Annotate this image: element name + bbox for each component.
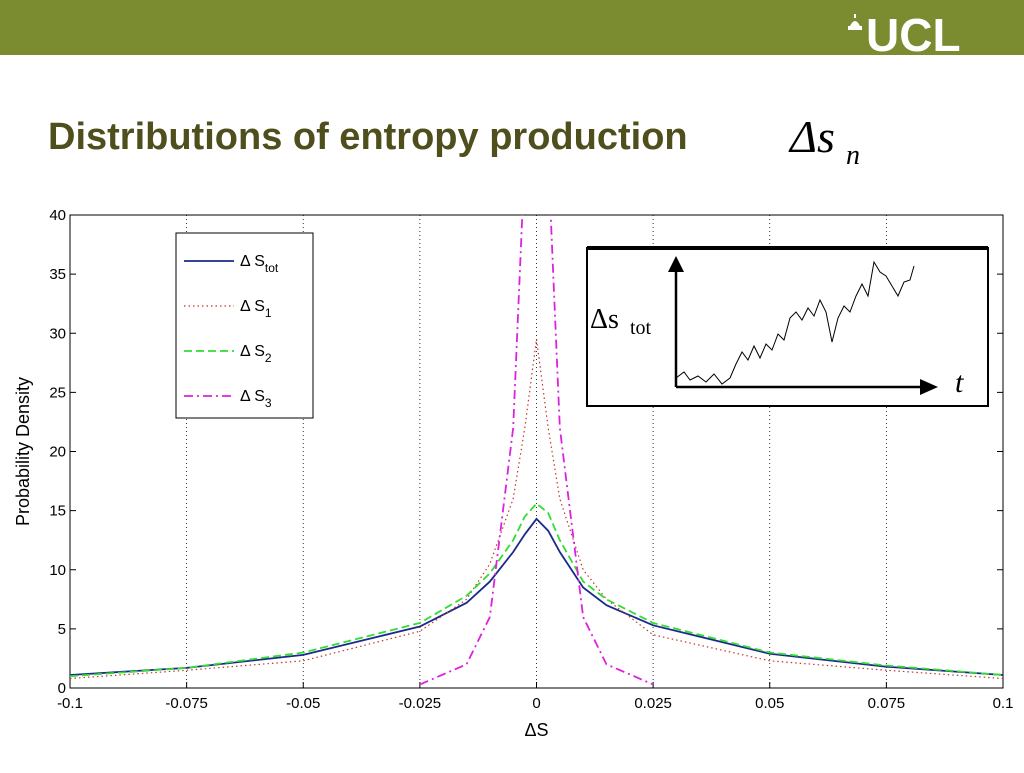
x-tick-label: 0.025	[634, 695, 672, 712]
y-tick-label: 15	[49, 503, 66, 520]
inset-y-label: Δs	[590, 304, 619, 335]
x-tick-label: -0.075	[165, 695, 208, 712]
logo-dome	[848, 14, 862, 30]
x-tick-label: -0.05	[286, 695, 320, 712]
legend-name: Δ S	[240, 298, 265, 315]
y-axis-label: Probability Density	[13, 377, 33, 526]
inset-arrow	[668, 256, 684, 272]
y-tick-label: 10	[49, 562, 66, 579]
logo: UCL	[866, 9, 961, 61]
x-tick-label: 0	[532, 695, 540, 712]
legend-box	[175, 232, 314, 419]
title-subscript: n	[846, 140, 860, 171]
inset-y-subscript: tot	[630, 317, 652, 339]
legend-label: Δ S3	[240, 388, 272, 410]
x-axis-label: ΔS	[524, 720, 548, 740]
inset: Δs tot t	[586, 246, 989, 407]
y-tick-label: 20	[49, 444, 66, 461]
legend-subscript: 3	[265, 396, 272, 410]
y-tick-label: 35	[49, 266, 66, 283]
series-line	[70, 517, 1003, 676]
x-tick-label: 0.05	[755, 695, 784, 712]
y-tick-label: 5	[58, 621, 66, 638]
legend-name: Δ S	[240, 343, 265, 360]
inset-walk	[675, 260, 915, 385]
y-tick-label: 30	[49, 325, 66, 342]
inset-arrow	[920, 379, 938, 395]
legend-label: Δ Stot	[240, 253, 279, 275]
inset-x-label: t	[955, 366, 964, 399]
y-tick-label: 25	[49, 384, 66, 401]
x-tick-label: 0.1	[993, 695, 1014, 712]
legend-subscript: tot	[265, 261, 279, 275]
legend-subscript: 1	[265, 306, 272, 320]
y-tick-label: 0	[58, 680, 66, 697]
x-tick-label: 0.075	[868, 695, 906, 712]
slide-title: Distributions of entropy production	[48, 116, 688, 158]
x-tick-label: -0.025	[399, 695, 442, 712]
legend-subscript: 2	[265, 351, 272, 365]
series-line	[70, 502, 1003, 678]
legend-label: Δ S1	[240, 298, 272, 320]
legend-name: Δ S	[240, 388, 265, 405]
title-symbol: Δs	[788, 111, 835, 162]
legend-label: Δ S2	[240, 343, 272, 365]
x-tick-label: -0.1	[57, 695, 83, 712]
y-tick-label: 40	[49, 207, 66, 224]
legend-name: Δ S	[240, 253, 265, 270]
